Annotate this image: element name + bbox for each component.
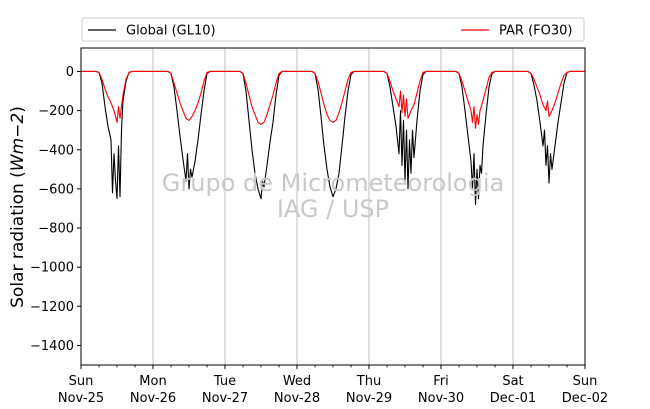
series-line-par bbox=[81, 70, 585, 129]
x-tick-label-day: Sun bbox=[573, 374, 598, 389]
y-tick-label: −400 bbox=[38, 143, 74, 158]
watermark: Grupo de Micrometeorologia IAG / USP bbox=[162, 169, 504, 223]
series-layer bbox=[81, 70, 585, 206]
y-tick-label: 0 bbox=[66, 65, 74, 80]
legend-par-label: PAR (FO30) bbox=[499, 24, 572, 39]
y-tick-label: −1000 bbox=[30, 261, 74, 276]
x-tick-label-day: Thu bbox=[356, 374, 381, 389]
watermark-line-1: Grupo de Micrometeorologia bbox=[162, 169, 504, 197]
y-tick-label: −1200 bbox=[30, 300, 74, 315]
x-tick-label-date: Dec-02 bbox=[562, 391, 608, 406]
gridlines bbox=[152, 48, 514, 365]
y-axis: 0 −200 −400 −600 −800 −1000 −1200 −1400 bbox=[30, 65, 81, 354]
x-axis: Sun Nov-25 Mon Nov-26 Tue Nov-27 Wed Nov-28 Thu N… bbox=[58, 365, 608, 406]
y-tick-label: −200 bbox=[38, 104, 74, 119]
series-line-global bbox=[81, 70, 585, 206]
watermark-line-2: IAG / USP bbox=[277, 195, 389, 223]
x-tick-label-day: Sun bbox=[69, 374, 94, 389]
x-tick-label-date: Nov-25 bbox=[58, 391, 104, 406]
y-axis-label: Solar radiation (Wm−2) bbox=[8, 106, 28, 308]
y-tick-label: −800 bbox=[38, 222, 74, 237]
legend-box bbox=[81, 17, 585, 42]
y-axis-label-text: Solar radiation ( bbox=[8, 171, 28, 308]
y-tick-label: −1400 bbox=[30, 339, 74, 354]
x-tick-label-date: Nov-30 bbox=[418, 391, 464, 406]
y-axis-label-unit: Wm−2 bbox=[8, 113, 28, 171]
x-tick-label-date: Nov-28 bbox=[274, 391, 320, 406]
x-tick-label-day: Sat bbox=[502, 374, 523, 389]
x-tick-label-day: Tue bbox=[213, 374, 236, 389]
x-tick-label-day: Mon bbox=[139, 374, 166, 389]
y-tick-label: −600 bbox=[38, 182, 74, 197]
x-tick-label-date: Nov-26 bbox=[130, 391, 176, 406]
x-tick-label-date: Nov-29 bbox=[346, 391, 392, 406]
x-tick-label-day: Wed bbox=[283, 374, 311, 389]
legend: Global (GL10) PAR (FO30) bbox=[81, 17, 585, 42]
y-axis-label-close: ) bbox=[8, 106, 28, 113]
x-tick-label-date: Dec-01 bbox=[490, 391, 536, 406]
x-tick-label-day: Fri bbox=[433, 374, 449, 389]
legend-global-label: Global (GL10) bbox=[126, 24, 216, 39]
plot-area: Grupo de Micrometeorologia IAG / USP bbox=[80, 47, 586, 366]
x-tick-label-date: Nov-27 bbox=[202, 391, 248, 406]
